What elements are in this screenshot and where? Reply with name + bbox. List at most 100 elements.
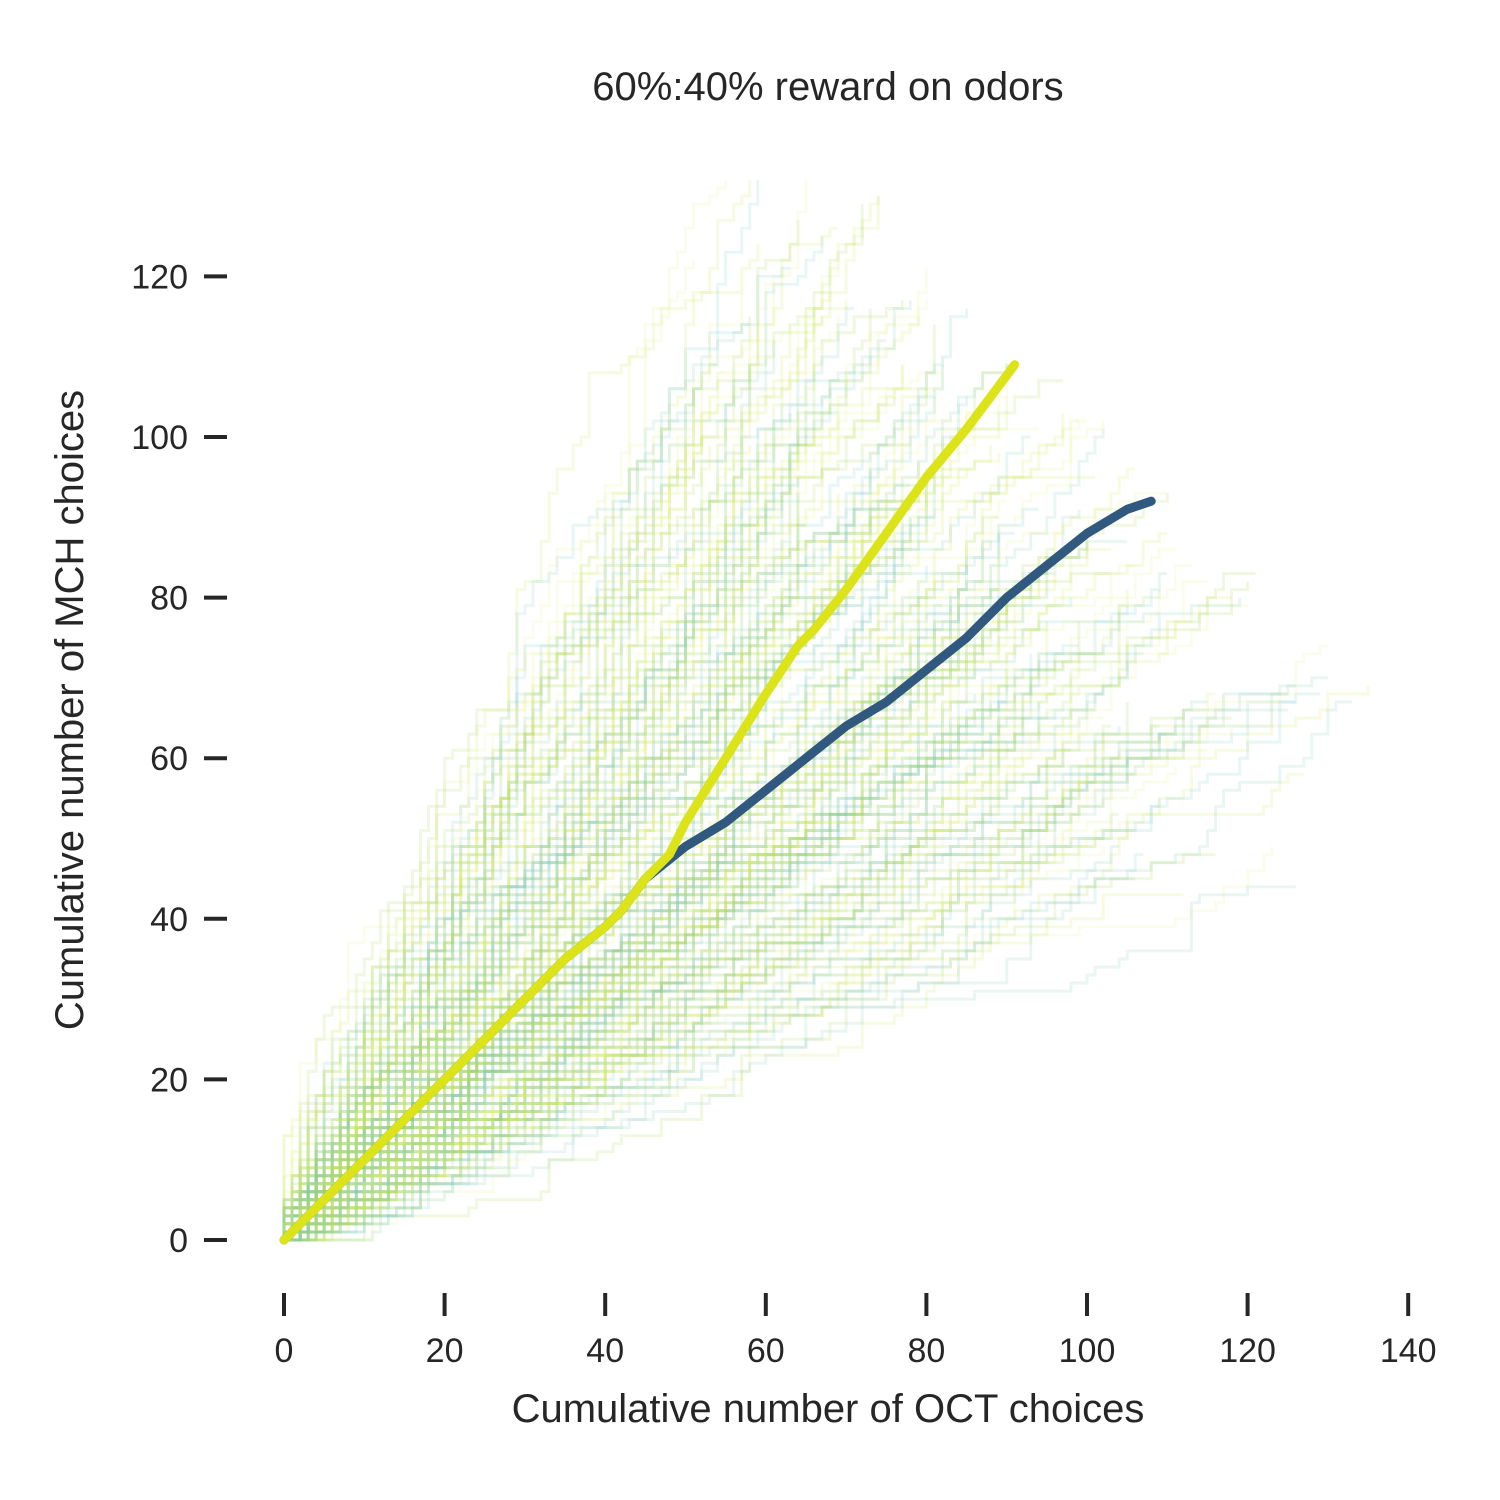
background-trace — [282, 445, 712, 1240]
background-trace — [284, 629, 985, 1242]
background-trace — [284, 469, 872, 1242]
background-trace — [284, 829, 1136, 1242]
background-trace — [284, 644, 1328, 1242]
background-trace — [284, 621, 1049, 1242]
y-tick-label: 80 — [150, 580, 188, 618]
background-trace — [282, 420, 1105, 1240]
background-trace — [284, 412, 1065, 1242]
y-axis: 0 20 40 60 80 100 120 — [131, 258, 227, 1260]
background-trace — [284, 597, 1242, 1242]
background-trace — [284, 685, 1009, 1242]
background-trace — [284, 748, 1208, 1242]
background-trace — [284, 443, 822, 1242]
background-trace — [284, 196, 880, 1242]
background-trace — [284, 564, 1136, 1242]
background-trace — [284, 539, 1128, 1242]
y-tick-label: 100 — [131, 419, 188, 457]
x-tick-label: 20 — [426, 1332, 464, 1370]
background-trace — [282, 443, 911, 1240]
background-trace — [282, 180, 752, 1240]
background-trace — [284, 323, 750, 1242]
background-trace — [284, 589, 1129, 1242]
background-trace — [282, 846, 1274, 1240]
background-trace — [282, 307, 855, 1240]
background-trace — [284, 605, 1129, 1242]
series-line-yellow — [279, 360, 1020, 1245]
background-trace — [284, 645, 912, 1242]
background-trace — [282, 308, 872, 1240]
background-trace — [282, 180, 760, 1240]
background-trace — [284, 708, 1095, 1242]
background-trace — [284, 388, 928, 1242]
background-trace — [284, 300, 912, 1242]
background-trace — [284, 475, 935, 1242]
x-axis: 0 20 40 60 80 100 120 140 — [275, 1293, 1437, 1370]
background-trace — [284, 316, 920, 1242]
background-trace — [284, 445, 744, 1242]
background-trace — [282, 308, 968, 1240]
background-trace — [284, 549, 872, 1242]
background-trace — [284, 726, 1121, 1242]
background-trace — [284, 396, 1009, 1242]
background-trace — [284, 820, 1128, 1242]
background-trace — [284, 629, 1049, 1242]
background-trace — [282, 877, 1136, 1240]
background-trace — [282, 501, 776, 1240]
background-trace — [284, 853, 1216, 1242]
background-trace — [282, 700, 1208, 1240]
background-trace — [282, 885, 1296, 1240]
x-tick-label: 80 — [907, 1332, 945, 1370]
background-trace — [282, 724, 1112, 1240]
background-trace — [284, 565, 1041, 1242]
background-trace — [282, 363, 1015, 1240]
background-trace — [282, 180, 808, 1240]
background-trace — [282, 525, 1065, 1240]
background-trace — [282, 340, 776, 1240]
background-trace — [284, 702, 1129, 1242]
background-trace — [284, 292, 832, 1242]
background-trace — [284, 732, 1176, 1242]
chart-title: 60%:40% reward on odors — [592, 65, 1063, 109]
background-trace — [282, 756, 1120, 1240]
background-trace — [282, 653, 952, 1240]
background-trace — [284, 300, 904, 1242]
background-trace — [282, 541, 792, 1240]
background-trace — [284, 419, 1087, 1242]
background-trace — [282, 380, 1009, 1240]
background-trace — [282, 523, 806, 1240]
background-trace — [282, 411, 839, 1240]
background-trace — [282, 523, 887, 1240]
background-trace — [284, 517, 912, 1242]
background-trace — [282, 427, 1039, 1240]
background-trace — [282, 515, 999, 1240]
background-trace — [282, 220, 800, 1240]
background-trace — [284, 491, 1168, 1242]
background-trace — [284, 292, 744, 1242]
background-trace — [284, 653, 1033, 1242]
background-trace — [282, 547, 1112, 1240]
background-trace — [282, 461, 920, 1240]
background-trace — [284, 645, 968, 1242]
background-trace — [284, 581, 1033, 1242]
background-trace — [282, 180, 728, 1240]
background-trace — [284, 718, 1025, 1242]
background-trace — [284, 708, 1288, 1242]
background-trace — [282, 692, 1288, 1240]
x-axis-label: Cumulative number of OCT choices — [512, 1387, 1145, 1431]
background-trace — [282, 499, 911, 1240]
background-trace — [282, 588, 999, 1240]
x-tick-label: 140 — [1380, 1332, 1437, 1370]
background-trace — [282, 565, 968, 1240]
background-trace — [284, 396, 936, 1242]
background-trace — [284, 467, 1136, 1242]
background-trace — [282, 565, 928, 1240]
background-trace — [282, 363, 718, 1240]
background-trace — [284, 316, 824, 1242]
background-trace — [282, 724, 1160, 1240]
background-trace — [284, 541, 993, 1242]
background-trace — [282, 260, 695, 1240]
background-trace — [282, 621, 1081, 1240]
background-trace — [284, 515, 935, 1242]
background-trace — [284, 412, 695, 1242]
background-trace — [282, 541, 1089, 1240]
